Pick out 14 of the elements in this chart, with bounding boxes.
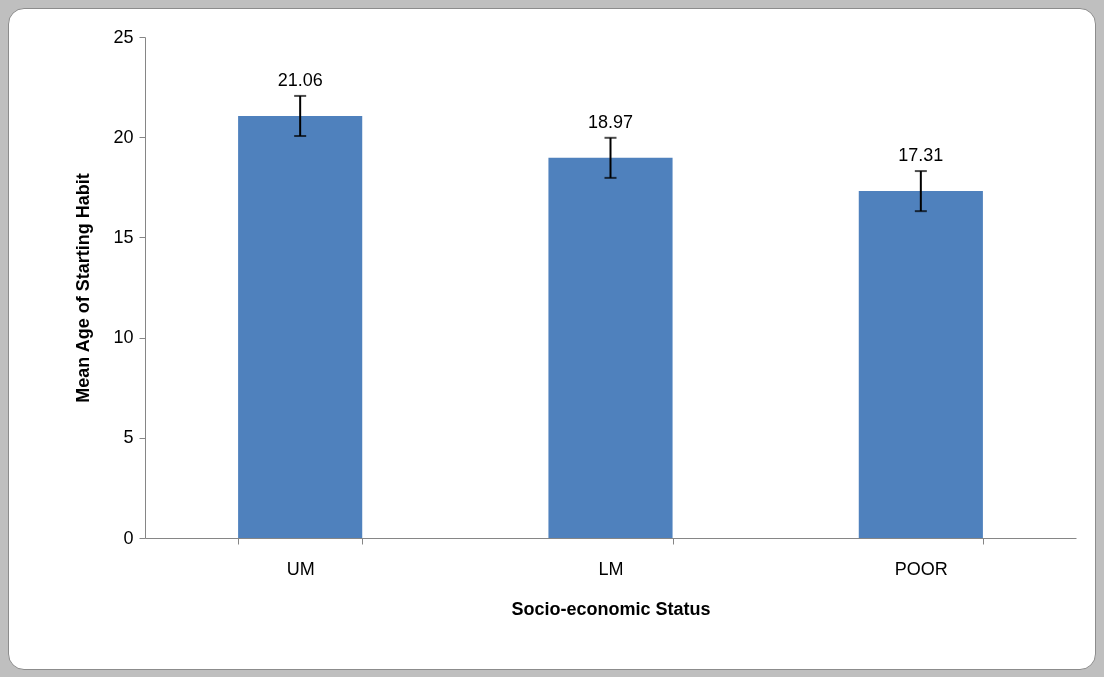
y-tick-label: 15 [113,226,134,247]
x-axis-title: Socio-economic Status [511,598,711,619]
y-tick-label: 25 [113,26,134,47]
data-label: 21.06 [277,69,323,90]
y-tick-label: 0 [123,527,134,548]
data-label: 17.31 [898,145,944,166]
x-tick-label: LM [598,558,624,579]
y-axis-title: Mean Age of Starting Habit [73,173,94,403]
x-tick-label: UM [286,558,315,579]
y-tick-label: 20 [113,126,134,147]
y-tick-label: 5 [123,427,134,448]
data-label: 18.97 [587,111,634,132]
y-tick-label: 10 [113,327,134,348]
x-tick-label: POOR [894,558,948,579]
